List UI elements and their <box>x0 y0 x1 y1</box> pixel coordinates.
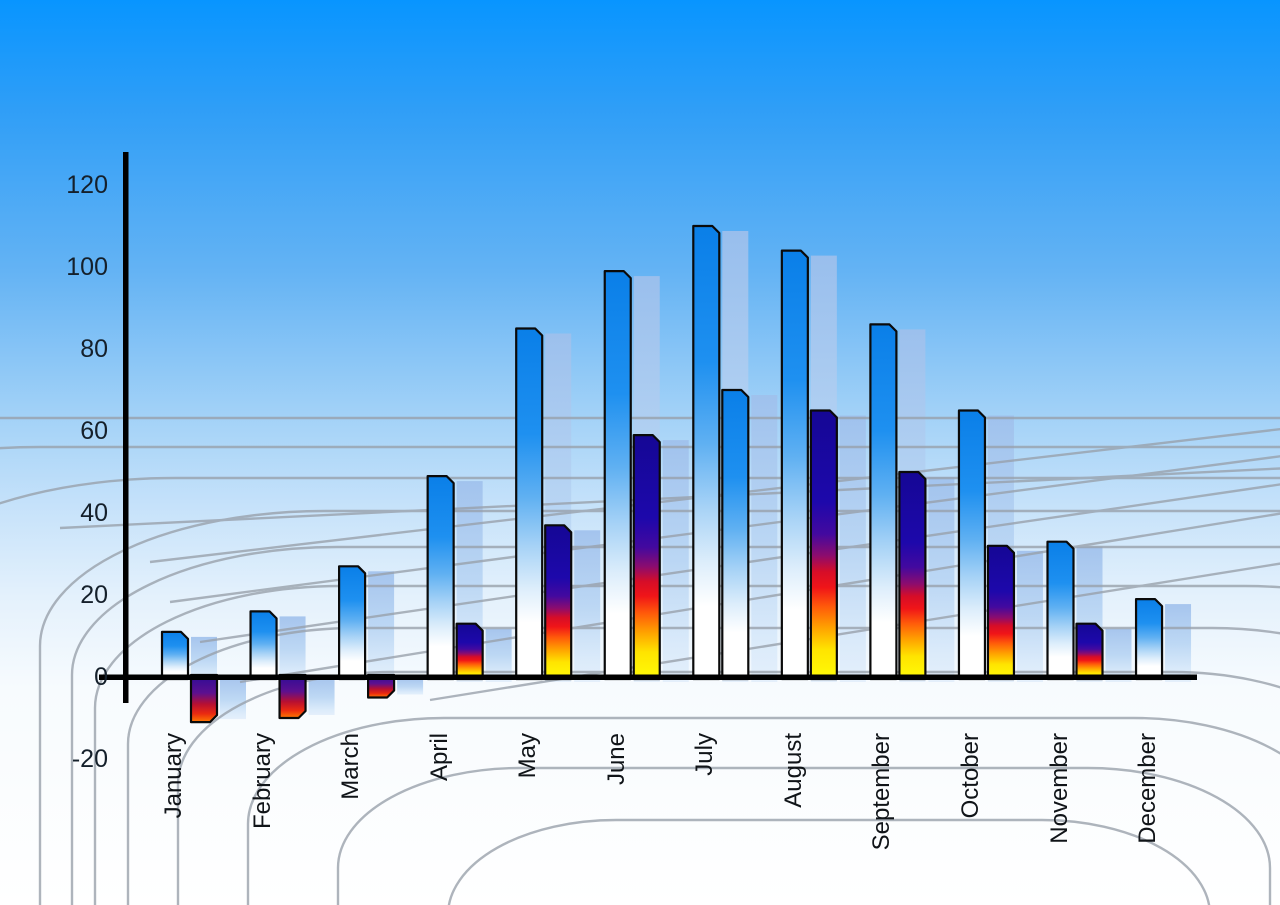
x-axis-label-march: March <box>337 733 365 800</box>
x-axis-label-august: August <box>779 733 807 808</box>
bar-main-september <box>869 323 898 681</box>
x-axis-label-january: January <box>160 733 187 819</box>
bar-second-april <box>455 622 484 681</box>
x-axis-label-october: October <box>956 733 984 819</box>
y-axis-label--20: -20 <box>71 745 108 773</box>
bar-main-june <box>603 270 632 681</box>
y-axis-label-20: 20 <box>80 581 108 609</box>
x-axis-label-may: May <box>514 733 542 779</box>
shadow-second-july <box>751 395 778 682</box>
x-axis-line <box>99 674 1197 680</box>
bar-second-may <box>544 524 573 681</box>
y-axis-label-60: 60 <box>80 417 108 445</box>
y-axis-label-0: 0 <box>94 663 108 691</box>
x-axis-label-december: December <box>1134 733 1162 844</box>
shadow-second-october <box>1016 550 1043 682</box>
axes <box>99 152 1197 703</box>
bar-main-august <box>780 249 809 681</box>
bar-second-november <box>1075 622 1104 681</box>
bar-main-october <box>957 409 987 681</box>
bar-main-april <box>426 475 455 681</box>
shadow-main-december <box>1165 604 1192 682</box>
shadow-second-april <box>485 628 512 682</box>
x-axis-label-june: June <box>602 733 630 786</box>
shadow-second-march <box>397 679 424 695</box>
x-axis-label-february: February <box>248 733 276 830</box>
y-axis-label-80: 80 <box>80 335 108 363</box>
y-axis-line <box>123 152 129 703</box>
bar-main-march <box>338 565 367 681</box>
shadow-second-june <box>662 440 689 682</box>
shadow-second-november <box>1105 628 1132 682</box>
shadow-main-march <box>368 571 395 682</box>
bar-second-january <box>189 673 219 724</box>
bar-second-june <box>632 434 661 681</box>
shadow-second-may <box>574 530 601 682</box>
bar-second-august <box>809 409 838 681</box>
y-axis-label-100: 100 <box>66 253 108 281</box>
bar-main-february <box>249 610 278 681</box>
shadow-second-september <box>928 477 955 682</box>
bar-main-july <box>692 224 721 681</box>
bar-second-february <box>278 673 307 720</box>
bar-main-november <box>1046 540 1075 681</box>
bar-series <box>160 224 1164 724</box>
bar-main-may <box>515 327 544 681</box>
x-axis-label-april: April <box>425 733 453 782</box>
x-axis-label-november: November <box>1045 733 1073 844</box>
bar-main-january <box>160 630 190 681</box>
bar-second-september <box>898 470 927 681</box>
x-axis-label-july: July <box>691 733 719 776</box>
y-axis-label-120: 120 <box>66 171 108 199</box>
bar-second-july <box>721 388 750 681</box>
y-axis-label-40: 40 <box>80 499 108 527</box>
bar-second-october <box>986 544 1016 681</box>
bar-main-december <box>1134 598 1164 681</box>
shadow-second-january <box>220 679 246 720</box>
shadow-second-february <box>308 679 335 715</box>
x-axis-label-september: September <box>868 733 896 851</box>
